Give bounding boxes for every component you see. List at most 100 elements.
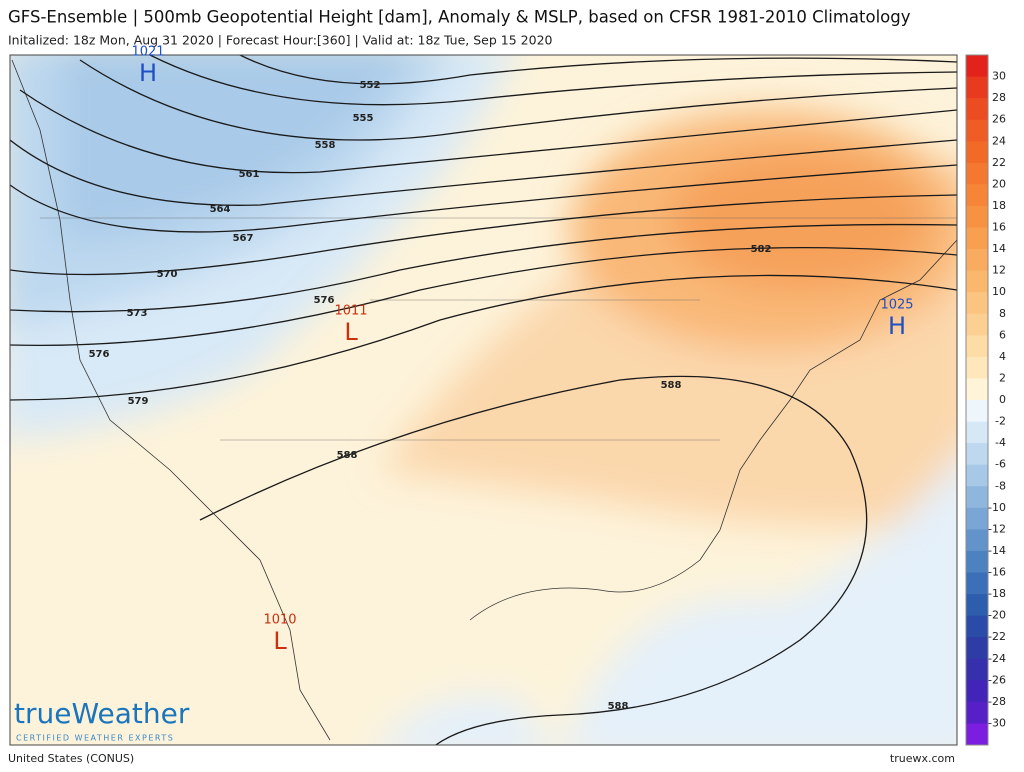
colorbar-label: 20 [992, 177, 1006, 190]
colorbar-label: -8 [995, 479, 1006, 492]
pressure-symbol: L [273, 627, 287, 655]
contour-label: 576 [89, 349, 110, 360]
colorbar-label: 28 [992, 91, 1006, 104]
colorbar-swatch [966, 98, 988, 121]
footer-region: United States (CONUS) [8, 752, 134, 765]
colorbar-label: 24 [992, 134, 1006, 147]
colorbar-label: -30 [988, 716, 1006, 729]
colorbar: 302826242220181614121086420-2-4-6-8-10-1… [965, 54, 1006, 746]
logo-tagline: CERTIFIED WEATHER EXPERTS [16, 734, 174, 743]
colorbar-swatch [966, 249, 988, 272]
colorbar-swatch [966, 184, 988, 207]
colorbar-frame [965, 54, 989, 746]
colorbar-label: -14 [988, 544, 1006, 557]
colorbar-label: -4 [995, 436, 1006, 449]
colorbar-label: 26 [992, 113, 1006, 126]
colorbar-swatch [966, 615, 988, 638]
colorbar-label: 2 [999, 371, 1006, 384]
colorbar-swatch [966, 378, 988, 401]
colorbar-swatch [966, 637, 988, 660]
colorbar-swatch [966, 227, 988, 250]
colorbar-label: -18 [988, 587, 1006, 600]
colorbar-swatch [966, 162, 988, 185]
colorbar-label: -10 [988, 501, 1006, 514]
colorbar-label: 8 [999, 307, 1006, 320]
footer-site: truewx.com [890, 752, 955, 765]
colorbar-swatch [966, 701, 988, 724]
contour-label: 561 [239, 169, 260, 180]
colorbar-label: 0 [999, 393, 1006, 406]
contour-label: 582 [751, 244, 772, 255]
colorbar-swatch [966, 486, 988, 509]
pressure-symbol: H [139, 59, 157, 87]
colorbar-label: -6 [995, 458, 1006, 471]
colorbar-label: -24 [988, 652, 1006, 665]
map [10, 55, 957, 745]
contour-label: 564 [210, 204, 231, 215]
pressure-value: 1025 [880, 298, 913, 313]
colorbar-label: -16 [988, 566, 1006, 579]
contour-labels: 552 555 558 561 564 567 570 573 576 579 … [89, 80, 772, 712]
colorbar-label: 4 [999, 350, 1006, 363]
colorbar-swatch [966, 400, 988, 423]
map-frame [9, 54, 958, 746]
colorbar-swatch [966, 443, 988, 466]
colorbar-label: 30 [992, 70, 1006, 83]
title: GFS-Ensemble | 500mb Geopotential Height… [8, 8, 911, 27]
colorbar-swatch [966, 335, 988, 358]
pressure-symbol: H [888, 312, 906, 340]
colorbar-swatch [966, 76, 988, 99]
colorbar-swatch [966, 356, 988, 379]
contour-label: 588 [608, 701, 629, 712]
contour-label: 588 [337, 450, 358, 461]
colorbar-label: 18 [992, 199, 1006, 212]
colorbar-label: -20 [988, 609, 1006, 622]
contour-label: 573 [127, 308, 148, 319]
pressure-centers: 1021 H 1025 H 1011 L 1010 L [131, 45, 913, 656]
colorbar-swatch [966, 141, 988, 164]
contour-label: 570 [157, 269, 178, 280]
colorbar-swatch [966, 507, 988, 530]
colorbar-swatch [966, 529, 988, 552]
contour-label: 552 [360, 80, 381, 91]
colorbar-swatch [966, 572, 988, 595]
colorbar-swatch [966, 658, 988, 681]
colorbar-swatch [966, 594, 988, 617]
colorbar-label: -12 [988, 522, 1006, 535]
logo-name: trueWeather [14, 697, 190, 730]
pressure-value: 1010 [263, 613, 296, 628]
colorbar-label: 14 [992, 242, 1006, 255]
colorbar-swatch [966, 421, 988, 444]
colorbar-swatch [966, 680, 988, 703]
colorbar-swatch [966, 464, 988, 487]
colorbar-swatch [966, 55, 988, 78]
colorbar-label: -2 [995, 415, 1006, 428]
logo: trueWeather CERTIFIED WEATHER EXPERTS [14, 697, 190, 743]
contour-label: 558 [315, 140, 336, 151]
colorbar-swatch [966, 205, 988, 228]
colorbar-label: -22 [988, 630, 1006, 643]
colorbar-label: 12 [992, 264, 1006, 277]
colorbar-label: 6 [999, 328, 1006, 341]
colorbar-label: 16 [992, 221, 1006, 234]
pressure-value: 1011 [334, 304, 367, 319]
contour-label: 555 [353, 113, 374, 124]
colorbar-swatch [966, 313, 988, 336]
subtitle: Initalized: 18z Mon, Aug 31 2020 | Forec… [8, 33, 553, 48]
contour-label: 579 [128, 396, 149, 407]
colorbar-swatch [966, 723, 988, 746]
colorbar-swatch [966, 270, 988, 293]
colorbar-label: -28 [988, 695, 1006, 708]
colorbar-swatch [966, 292, 988, 315]
colorbar-label: -26 [988, 673, 1006, 686]
colorbar-label: 22 [992, 156, 1006, 169]
contour-label: 588 [661, 380, 682, 391]
pressure-value: 1021 [131, 45, 164, 60]
colorbar-swatch [966, 119, 988, 142]
contour-label: 567 [233, 233, 254, 244]
colorbar-label: 10 [992, 285, 1006, 298]
contour-label: 576 [314, 295, 335, 306]
colorbar-swatch [966, 550, 988, 573]
pressure-symbol: L [344, 318, 358, 346]
